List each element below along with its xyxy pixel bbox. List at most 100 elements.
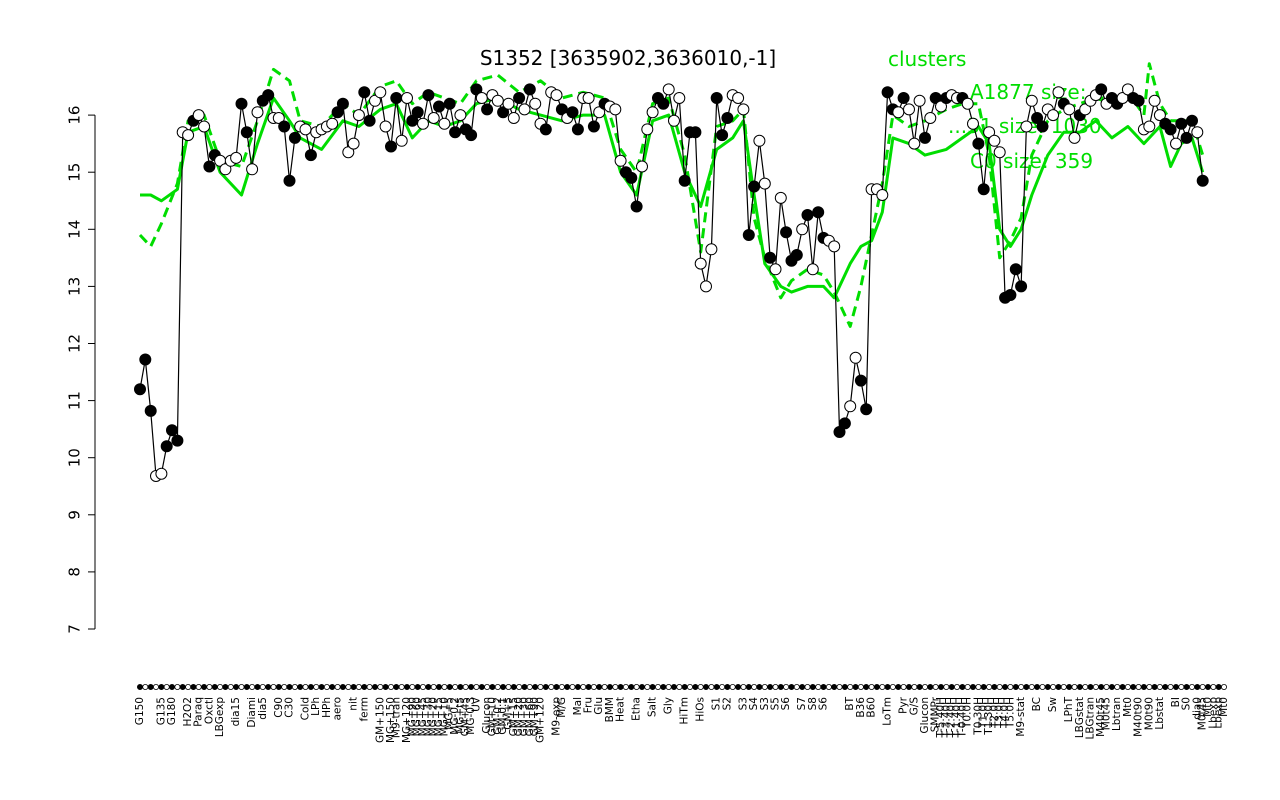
- x-rug-marker: [1044, 684, 1051, 691]
- data-point: [1047, 109, 1060, 122]
- data-point: [385, 140, 397, 153]
- x-tick-label: S1: [711, 697, 723, 710]
- data-point: [182, 129, 195, 142]
- x-rug-marker: [1082, 684, 1089, 691]
- x-rug-marker: [606, 684, 613, 691]
- x-rug-marker: [1076, 684, 1083, 691]
- data-point: [331, 106, 344, 119]
- data-point: [481, 103, 494, 116]
- data-point: [972, 137, 985, 150]
- x-tick-label: S5: [769, 697, 781, 710]
- x-tick-label: Mt0: [1122, 697, 1134, 717]
- x-rug-marker: [622, 684, 629, 691]
- x-rug-marker: [238, 684, 245, 691]
- data-point: [502, 97, 515, 110]
- x-rug-marker: [1189, 684, 1196, 691]
- data-point: [1132, 94, 1145, 107]
- data-point: [657, 97, 670, 110]
- y-tick-label: 15: [66, 163, 84, 182]
- x-rug-marker: [1183, 684, 1190, 691]
- x-rug-marker: [1124, 684, 1131, 691]
- x-tick-label: T1.30H: [983, 697, 995, 736]
- x-rug-marker: [142, 684, 149, 691]
- x-rug-marker: [697, 684, 704, 691]
- y-tick-label: 7: [66, 624, 84, 634]
- x-tick-label: MG+60: [412, 697, 424, 736]
- x-rug-marker: [542, 684, 549, 691]
- x-rug-marker: [938, 684, 945, 691]
- x-rug-marker: [644, 684, 651, 691]
- data-point: [288, 131, 301, 144]
- x-rug-marker: [1034, 684, 1041, 691]
- data-point: [908, 137, 921, 150]
- x-tick-label: MG+45: [417, 697, 429, 736]
- x-rug-marker: [1167, 684, 1174, 691]
- data-point: [449, 126, 462, 139]
- data-point: [251, 106, 264, 119]
- x-rug-marker: [927, 684, 934, 691]
- x-rug-marker: [1103, 684, 1110, 691]
- data-point: [689, 126, 702, 139]
- x-tick-label: T-2.40H: [946, 697, 958, 739]
- y-tick-label: 16: [66, 106, 84, 125]
- x-rug-marker: [201, 684, 208, 691]
- data-point: [454, 109, 467, 122]
- x-rug-marker: [414, 684, 421, 691]
- data-point: [465, 129, 478, 142]
- data-point: [732, 92, 745, 104]
- x-tick-label: MG+90: [406, 697, 418, 736]
- x-rug-marker: [1012, 684, 1019, 691]
- data-point: [342, 146, 355, 159]
- x-rug-marker: [932, 684, 939, 691]
- x-tick-label: UV: [470, 696, 482, 712]
- data-point: [470, 83, 483, 96]
- x-rug-marker: [975, 684, 982, 691]
- x-rug-marker: [452, 684, 459, 691]
- data-point: [1068, 131, 1081, 144]
- data-point: [860, 403, 873, 416]
- data-point: [171, 434, 184, 447]
- data-point: [523, 83, 536, 96]
- data-point: [903, 103, 915, 116]
- x-rug-marker: [419, 684, 426, 691]
- x-tick-label: dia5: [257, 697, 269, 720]
- data-point: [838, 417, 851, 430]
- data-point: [374, 86, 387, 99]
- x-rug-marker: [548, 684, 555, 691]
- data-point: [1170, 137, 1182, 150]
- x-tick-label: T1.0H: [978, 697, 990, 729]
- x-rug-marker: [783, 684, 790, 691]
- x-rug-marker: [777, 684, 784, 691]
- x-rug-marker: [729, 684, 736, 691]
- data-point: [1186, 114, 1198, 127]
- x-tick-label: dia0: [1191, 697, 1203, 720]
- x-tick-label: BT: [844, 696, 856, 710]
- data-point: [961, 97, 974, 110]
- x-tick-label: Glucon: [919, 697, 931, 734]
- x-rug-marker: [884, 684, 891, 691]
- x-tick-label: MG+10: [438, 697, 450, 736]
- data-point: [134, 383, 146, 396]
- x-rug-marker: [222, 684, 229, 691]
- x-rug-marker: [286, 684, 293, 691]
- data-point: [630, 200, 643, 213]
- x-rug-marker: [537, 684, 544, 691]
- data-point: [352, 109, 365, 122]
- x-rug-marker: [1205, 684, 1212, 691]
- data-point: [433, 100, 445, 113]
- data-point: [935, 100, 947, 113]
- x-rug-marker: [564, 684, 571, 691]
- data-point: [769, 263, 782, 276]
- x-tick-label: H2O2: [182, 697, 194, 727]
- x-rug-marker: [1194, 684, 1201, 691]
- data-point: [833, 426, 846, 438]
- x-tick-label: BMM: [604, 697, 616, 722]
- data-point: [587, 120, 600, 133]
- x-rug-marker: [532, 684, 539, 691]
- chart-title: S1352 [3635902,3636010,-1]: [480, 46, 776, 70]
- x-rug-marker: [398, 684, 405, 691]
- x-rug-marker: [959, 684, 966, 691]
- x-rug-marker: [441, 684, 448, 691]
- data-point: [801, 209, 814, 221]
